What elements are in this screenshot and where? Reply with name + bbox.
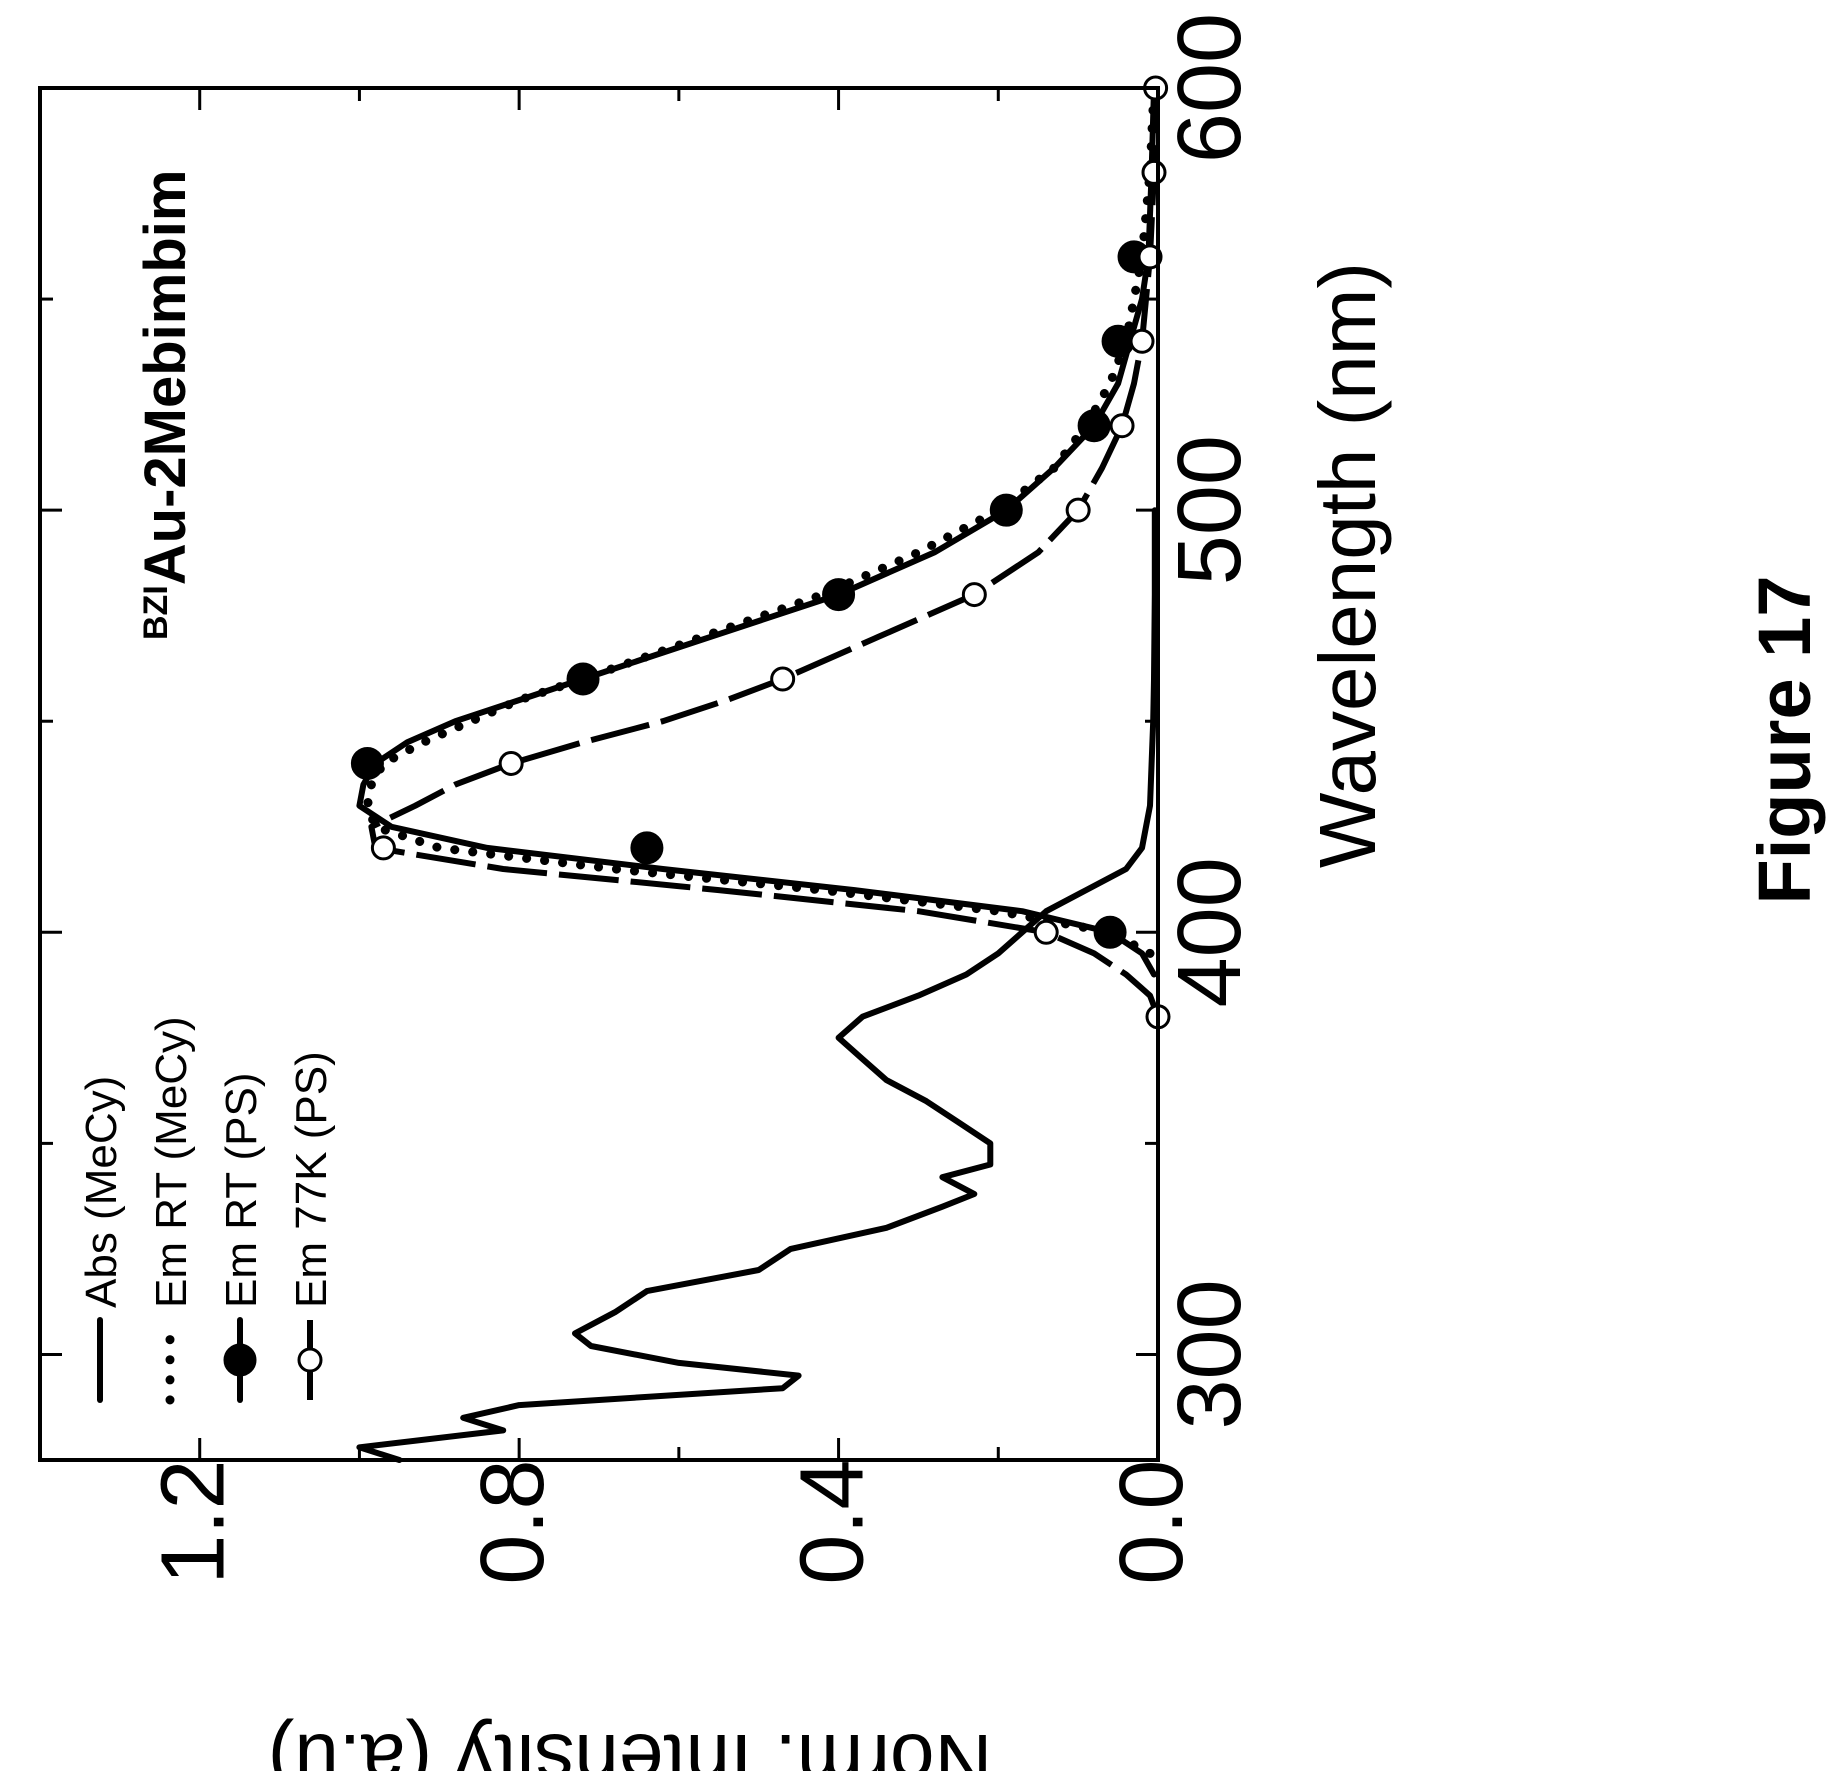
compound-label: BZIAu-2Mebimbim	[133, 170, 198, 640]
x-tick-label: 400	[1160, 857, 1260, 1007]
y-tick-label: 0.4	[782, 1459, 882, 1584]
data-point-em-77k-ps	[1137, 244, 1163, 270]
data-point-em-rt-ps	[822, 578, 856, 612]
data-point-em-77k-ps	[498, 750, 524, 776]
legend-label-em-77k-ps: Em 77K (PS)	[287, 1051, 336, 1308]
y-tick-label: 1.2	[143, 1459, 243, 1584]
legend-label-abs-mecy: Abs (MeCy)	[77, 1076, 126, 1308]
y-axis-title: Norm. Intensity (a.u)	[268, 1718, 993, 1771]
plot-frame	[38, 86, 1160, 1462]
legend-marker-em-77k-ps	[297, 1347, 323, 1373]
legend-label-em-rt-ps: Em RT (PS)	[217, 1072, 266, 1308]
legend: Abs (MeCy) Em RT (MeCy) Em RT (PS) Em 77K (…	[77, 1016, 336, 1405]
series-line-em-rt-ps	[356, 85, 1157, 978]
data-point-em-rt-ps	[1093, 915, 1127, 949]
data-point-em-rt-ps	[350, 746, 384, 780]
data-point-em-rt-ps	[1101, 324, 1135, 358]
x-tick-label: 600	[1160, 13, 1260, 163]
data-point-em-rt-ps	[566, 662, 600, 696]
series-line-abs-mecy	[356, 507, 1158, 1463]
axes: 300 400 500 600 0.0 0.4 0.8 1.2	[38, 13, 1260, 1585]
x-tick-label: 500	[1160, 435, 1260, 585]
annotations: BZIAu-2Mebimbim Wavelength (nm) Norm. In…	[133, 170, 1826, 1771]
series-line-em-77k-ps	[368, 87, 1161, 1018]
data-point-em-rt-ps	[989, 493, 1023, 527]
compound-prefix: BZI	[137, 585, 175, 640]
data-point-em-77k-ps	[1129, 328, 1155, 354]
series-line-em-rt-mecy	[362, 83, 1159, 958]
x-axis-title: Wavelength (nm)	[1303, 262, 1392, 868]
data-point-em-rt-ps	[1077, 409, 1111, 443]
data-point-em-77k-ps	[370, 835, 396, 861]
legend-marker-em-rt-ps	[223, 1343, 257, 1377]
data-point-em-77k-ps	[1033, 919, 1059, 945]
data-point-em-77k-ps	[1141, 159, 1167, 185]
x-tick-label: 300	[1160, 1279, 1260, 1429]
compound-name: Au-2Mebimbim	[133, 170, 198, 586]
data-point-em-rt-ps	[630, 831, 664, 865]
data-point-em-77k-ps	[770, 666, 796, 692]
legend-label-em-rt-mecy: Em RT (MeCy)	[147, 1016, 196, 1308]
data-point-em-77k-ps	[961, 582, 987, 608]
y-tick-label: 0.8	[463, 1459, 563, 1584]
y-tick-label: 0.0	[1102, 1459, 1202, 1584]
plot-area	[350, 75, 1171, 1463]
data-point-em-77k-ps	[1065, 497, 1091, 523]
data-point-em-77k-ps	[1109, 413, 1135, 439]
figure-label: Figure 17	[1743, 576, 1826, 905]
